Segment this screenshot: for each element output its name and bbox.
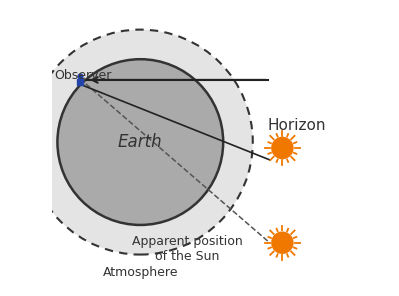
- Circle shape: [271, 231, 294, 254]
- Text: Apparent position
of the Sun: Apparent position of the Sun: [132, 235, 243, 263]
- Text: Horizon: Horizon: [268, 118, 326, 133]
- Text: Earth: Earth: [118, 133, 163, 151]
- Text: Atmosphere: Atmosphere: [103, 266, 178, 279]
- Circle shape: [28, 30, 253, 255]
- Circle shape: [271, 137, 294, 159]
- Text: Observer: Observer: [54, 69, 112, 82]
- Circle shape: [57, 59, 223, 225]
